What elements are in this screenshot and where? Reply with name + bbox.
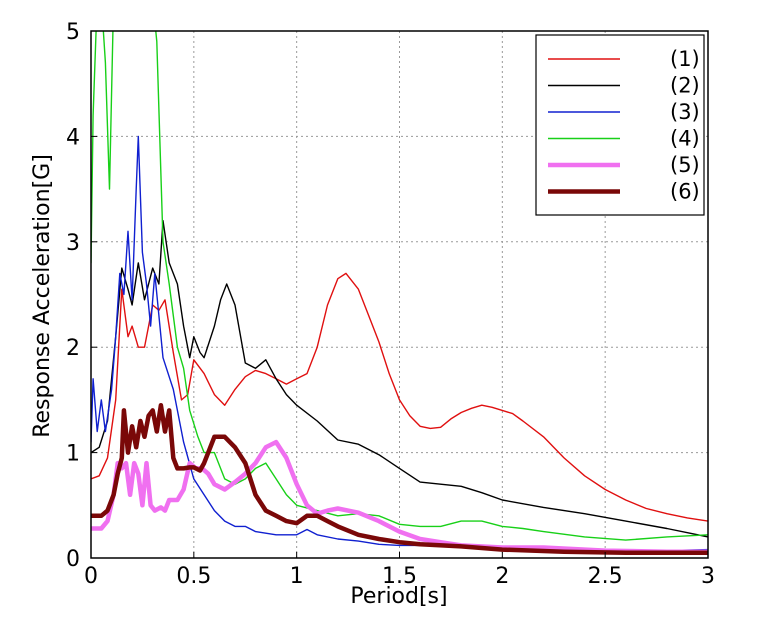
legend-label-2: (2) bbox=[670, 74, 700, 98]
legend-label-5: (5) bbox=[670, 153, 700, 177]
x-tick-label: 0.5 bbox=[176, 564, 211, 589]
x-tick-label: 3 bbox=[701, 564, 715, 589]
series-line-2 bbox=[91, 220, 708, 538]
y-tick-label: 4 bbox=[66, 125, 80, 150]
legend: (1) (2)(3) (4)(5) (6) bbox=[535, 34, 705, 216]
series-line-1 bbox=[91, 272, 708, 522]
series-group bbox=[91, 31, 708, 555]
y-tick-label: 5 bbox=[66, 20, 80, 45]
series-line-6 bbox=[91, 402, 708, 555]
x-tick-label: 2.5 bbox=[588, 564, 623, 589]
tick-labels: 0 0.5 1 1.5 2 2.5 3 0 1 2 3 4 5 bbox=[66, 20, 715, 589]
x-tick-label: 2 bbox=[495, 564, 509, 589]
legend-box bbox=[535, 34, 705, 216]
x-tick-label: 1 bbox=[290, 564, 304, 589]
series-line-5 bbox=[91, 439, 708, 554]
y-tick-label: 3 bbox=[66, 231, 80, 256]
series-line-4 bbox=[91, 31, 708, 541]
y-axis-title: Response Acceleration[G] bbox=[30, 154, 55, 438]
x-tick-label: 0 bbox=[84, 564, 98, 589]
x-tick-label: 1.5 bbox=[382, 564, 417, 589]
series-line-3 bbox=[91, 135, 708, 552]
y-tick-label: 2 bbox=[66, 336, 80, 361]
legend-label-4: (4) bbox=[670, 127, 700, 151]
y-tick-label: 1 bbox=[66, 442, 80, 467]
y-tick-label: 0 bbox=[66, 547, 80, 572]
legend-label-1: (1) bbox=[670, 47, 700, 71]
legend-label-6: (6) bbox=[670, 180, 700, 204]
x-axis-title: Period[s] bbox=[350, 584, 447, 609]
legend-label-3: (3) bbox=[670, 100, 700, 124]
